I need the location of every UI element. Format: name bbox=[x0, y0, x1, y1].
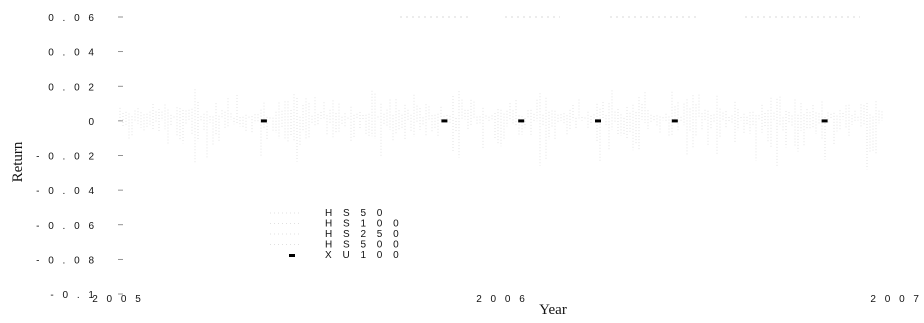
legend-marker bbox=[289, 254, 295, 257]
xu100-point bbox=[595, 119, 601, 123]
y-tick-label: - 0 . 0 4 bbox=[36, 186, 97, 197]
y-axis-title: Return bbox=[10, 141, 26, 182]
xu100-point bbox=[518, 119, 525, 123]
y-tick-label: 0 . 0 6 bbox=[48, 13, 97, 24]
y-tick-label: 0 . 0 2 bbox=[48, 82, 97, 93]
legend-label: H S 2 5 0 bbox=[325, 229, 403, 240]
x-axis: 2 0 0 5 2 0 0 6 2 0 0 7 bbox=[92, 294, 922, 305]
xu100-point bbox=[260, 119, 267, 123]
xu100-markers bbox=[260, 119, 828, 123]
xu100-point bbox=[821, 119, 828, 123]
xu100-point bbox=[671, 119, 678, 123]
return-noise-bars bbox=[119, 16, 883, 170]
legend-label: H S 5 0 0 bbox=[325, 240, 403, 251]
legend-label: H S 5 0 bbox=[325, 208, 386, 219]
y-tick-label: - 0 . 1 bbox=[50, 290, 97, 301]
y-tick-label: 0 . 0 4 bbox=[48, 48, 97, 59]
x-tick-label: 2 0 0 5 bbox=[92, 294, 144, 305]
y-tick-label: 0 bbox=[88, 117, 97, 128]
y-axis: 0 . 0 6 0 . 0 4 0 . 0 2 0 - 0 . 0 2 - 0 . 0 4… bbox=[36, 13, 123, 301]
x-axis-title: Year bbox=[539, 302, 567, 318]
legend: H S 5 0H S 1 0 0H S 2 5 0H S 5 0 0X U 1 … bbox=[270, 208, 403, 261]
legend-label: H S 1 0 0 bbox=[325, 219, 403, 230]
xu100-point bbox=[441, 119, 448, 123]
legend-label: X U 1 0 0 bbox=[325, 250, 403, 261]
y-tick-label: - 0 . 0 8 bbox=[36, 255, 97, 266]
y-tick-label: - 0 . 0 2 bbox=[36, 152, 97, 163]
y-tick-label: - 0 . 0 6 bbox=[36, 221, 97, 232]
x-tick-label: 2 0 0 7 bbox=[870, 294, 922, 305]
x-tick-label: 2 0 0 6 bbox=[476, 294, 528, 305]
